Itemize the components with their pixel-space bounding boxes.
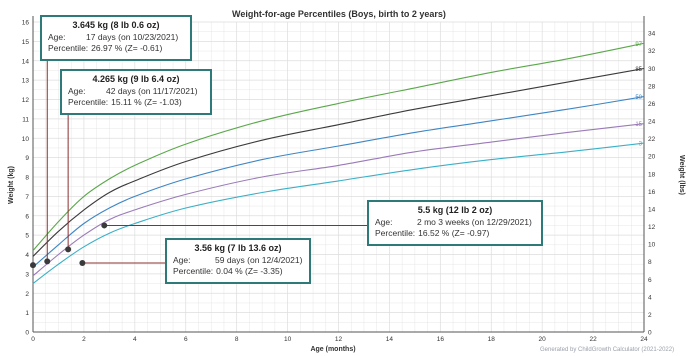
y-tick-label-left: 9: [25, 155, 29, 162]
y-tick-label-right: 8: [648, 259, 652, 266]
annotation-percentile: 0.04 % (Z= -3.35): [216, 266, 283, 276]
measurement-point: [65, 246, 72, 253]
y-tick-label-right: 22: [648, 136, 656, 143]
y-tick-label-right: 14: [648, 206, 656, 213]
y-tick-label-right: 34: [648, 31, 656, 38]
annotation-percentile: 16.52 % (Z= -0.97): [418, 228, 490, 238]
annotation-weight: 4.265 kg (9 lb 6.4 oz): [92, 74, 180, 84]
annotation-percentile-label: Percentile:: [68, 97, 109, 107]
annotation-age-label: Age:: [375, 217, 393, 227]
axis-layer: 0123456789101112131415160246810121416182…: [22, 16, 656, 343]
annotation-age: 2 mo 3 weeks (on 12/29/2021): [417, 217, 532, 227]
y-tick-label-left: 8: [25, 175, 29, 182]
x-tick-label: 6: [184, 336, 188, 343]
y-tick-label-left: 11: [22, 116, 29, 123]
y-tick-label-right: 24: [648, 119, 656, 126]
annotation-age: 42 days (on 11/17/2021): [106, 86, 198, 96]
y-tick-label-left: 3: [25, 271, 29, 278]
annotation-age-label: Age:: [173, 255, 191, 265]
series-layer: 97 85 50 15 3: [32, 42, 645, 285]
y-tick-label-left: 7: [25, 194, 29, 201]
x-tick-label: 8: [235, 336, 239, 343]
x-tick-label: 10: [284, 336, 292, 343]
annotation-weight: 5.5 kg (12 lb 2 oz): [417, 205, 493, 215]
y-tick-label-left: 16: [22, 20, 30, 27]
y-tick-label-right: 4: [648, 294, 652, 301]
percentile-curve-97: [32, 42, 645, 251]
annotation-percentile: 26.97 % (Z= -0.61): [91, 43, 163, 53]
annotation-age-label: Age:: [48, 32, 66, 42]
y-tick-label-right: 12: [648, 224, 656, 231]
y-tick-label-right: 18: [648, 171, 656, 178]
x-tick-label: 2: [82, 336, 86, 343]
y-tick-label-right: 16: [648, 189, 656, 196]
y-tick-label-right: 20: [648, 154, 656, 161]
watermark: Generated by ChildGrowth Calculator (202…: [540, 347, 675, 353]
measurement-point: [101, 222, 108, 229]
percentile-label-3: 3: [639, 142, 643, 148]
x-tick-label: 20: [539, 336, 547, 343]
annotation-percentile-label: Percentile:: [173, 266, 214, 276]
annotation-weight: 3.645 kg (8 lb 0.6 oz): [72, 20, 160, 30]
y-tick-label-right: 2: [648, 312, 652, 319]
annotation-weight: 3.56 kg (7 lb 13.6 oz): [194, 243, 282, 253]
percentile-curve-50: [32, 96, 645, 268]
annotation-box-59-days: 3.56 kg (7 lb 13.6 oz) Age: 59 days (on 1…: [165, 238, 311, 284]
percentile-label-85: 85: [635, 67, 642, 73]
annotation-box-2mo-3wk: 5.5 kg (12 lb 2 oz) Age: 2 mo 3 weeks (on…: [367, 200, 543, 246]
x-tick-label: 12: [335, 336, 343, 343]
y-axis-label-left: Weight (kg): [8, 166, 15, 204]
percentile-curve-3: [32, 142, 645, 285]
y-tick-label-left: 0: [25, 330, 29, 337]
connector-layer: [46, 58, 369, 264]
y-tick-label-left: 14: [22, 58, 30, 65]
y-tick-label-right: 0: [648, 330, 652, 337]
y-tick-label-right: 32: [648, 48, 656, 55]
x-tick-label: 18: [488, 336, 496, 343]
y-tick-label-left: 15: [22, 39, 30, 46]
y-tick-label-right: 6: [648, 277, 652, 284]
measurement-point: [79, 260, 86, 267]
y-tick-label-right: 26: [648, 101, 656, 108]
percentile-label-15: 15: [635, 122, 642, 128]
annotation-percentile-label: Percentile:: [48, 43, 89, 53]
y-tick-label-left: 4: [25, 252, 29, 259]
chart-title: Weight-for-age Percentiles (Boys, birth …: [232, 9, 446, 19]
annotation-percentile: 15.11 % (Z= -1.03): [111, 97, 182, 107]
annotation-percentile-label: Percentile:: [375, 228, 416, 238]
y-tick-label-right: 30: [648, 66, 656, 73]
percentile-label-97: 97: [635, 42, 642, 48]
y-tick-label-left: 1: [25, 310, 29, 317]
marker-layer: [30, 222, 108, 269]
annotation-age: 17 days (on 10/23/2021): [86, 32, 179, 42]
measurement-point: [44, 258, 51, 265]
annotation-box-42-days: 4.265 kg (9 lb 6.4 oz) Age: 42 days (on 1…: [60, 69, 212, 115]
y-tick-label-left: 2: [25, 291, 29, 298]
measurement-point: [30, 262, 36, 269]
x-tick-label: 16: [437, 336, 445, 343]
x-tick-label: 22: [589, 336, 597, 343]
x-tick-label: 4: [133, 336, 137, 343]
annotation-box-17-days: 3.645 kg (8 lb 0.6 oz) Age: 17 days (on 1…: [40, 15, 192, 61]
percentile-curve-85: [32, 67, 645, 257]
y-tick-label-left: 5: [25, 233, 29, 240]
y-tick-label-left: 6: [25, 213, 29, 220]
y-tick-label-left: 13: [22, 78, 30, 85]
x-tick-label: 24: [640, 336, 648, 343]
annotation-age: 59 days (on 12/4/2021): [215, 255, 303, 265]
y-tick-label-right: 28: [648, 83, 656, 90]
percentile-curve-15: [32, 123, 645, 277]
x-tick-label: 0: [31, 336, 35, 343]
y-tick-label-right: 10: [648, 242, 656, 249]
annotation-age-label: Age:: [68, 86, 86, 96]
x-tick-label: 14: [386, 336, 394, 343]
y-axis-label-right: Weight (lbs): [678, 155, 685, 195]
x-axis-label: Age (months): [310, 346, 355, 353]
percentile-label-50: 50: [635, 95, 642, 101]
y-tick-label-left: 12: [22, 97, 30, 104]
y-tick-label-left: 10: [22, 136, 30, 143]
